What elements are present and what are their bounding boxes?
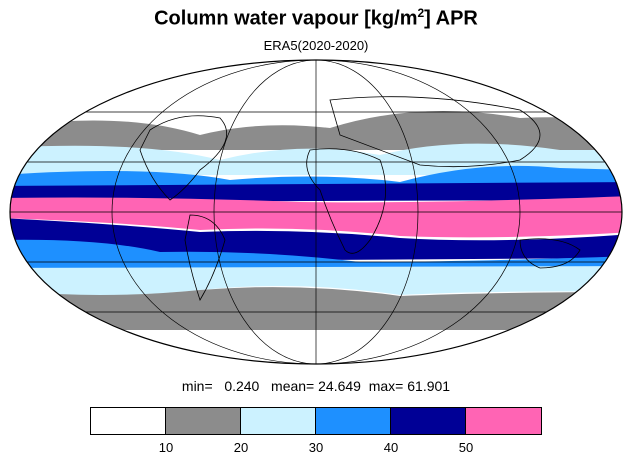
colorbar — [90, 407, 542, 435]
colorbar-swatch-5 — [466, 408, 541, 434]
colorbar-tick-50: 50 — [458, 440, 474, 455]
stats-line: min= 0.240 mean= 24.649 max= 61.901 — [181, 378, 451, 394]
colorbar-tick-20: 20 — [233, 440, 249, 455]
colorbar-tick-30: 30 — [308, 440, 324, 455]
colorbar-swatch-0 — [91, 408, 166, 434]
colorbar-swatch-2 — [241, 408, 316, 434]
colorbar-tick-10: 10 — [158, 440, 174, 455]
chart-title: Column water vapour [kg/m2] APR — [154, 6, 478, 30]
colorbar-swatch-1 — [166, 408, 241, 434]
chart-subtitle: ERA5(2020-2020) — [263, 38, 369, 53]
world-map — [9, 59, 623, 365]
colorbar-swatch-4 — [391, 408, 466, 434]
colorbar-swatch-3 — [316, 408, 391, 434]
colorbar-tick-40: 40 — [383, 440, 399, 455]
band-blue-south — [10, 239, 622, 272]
